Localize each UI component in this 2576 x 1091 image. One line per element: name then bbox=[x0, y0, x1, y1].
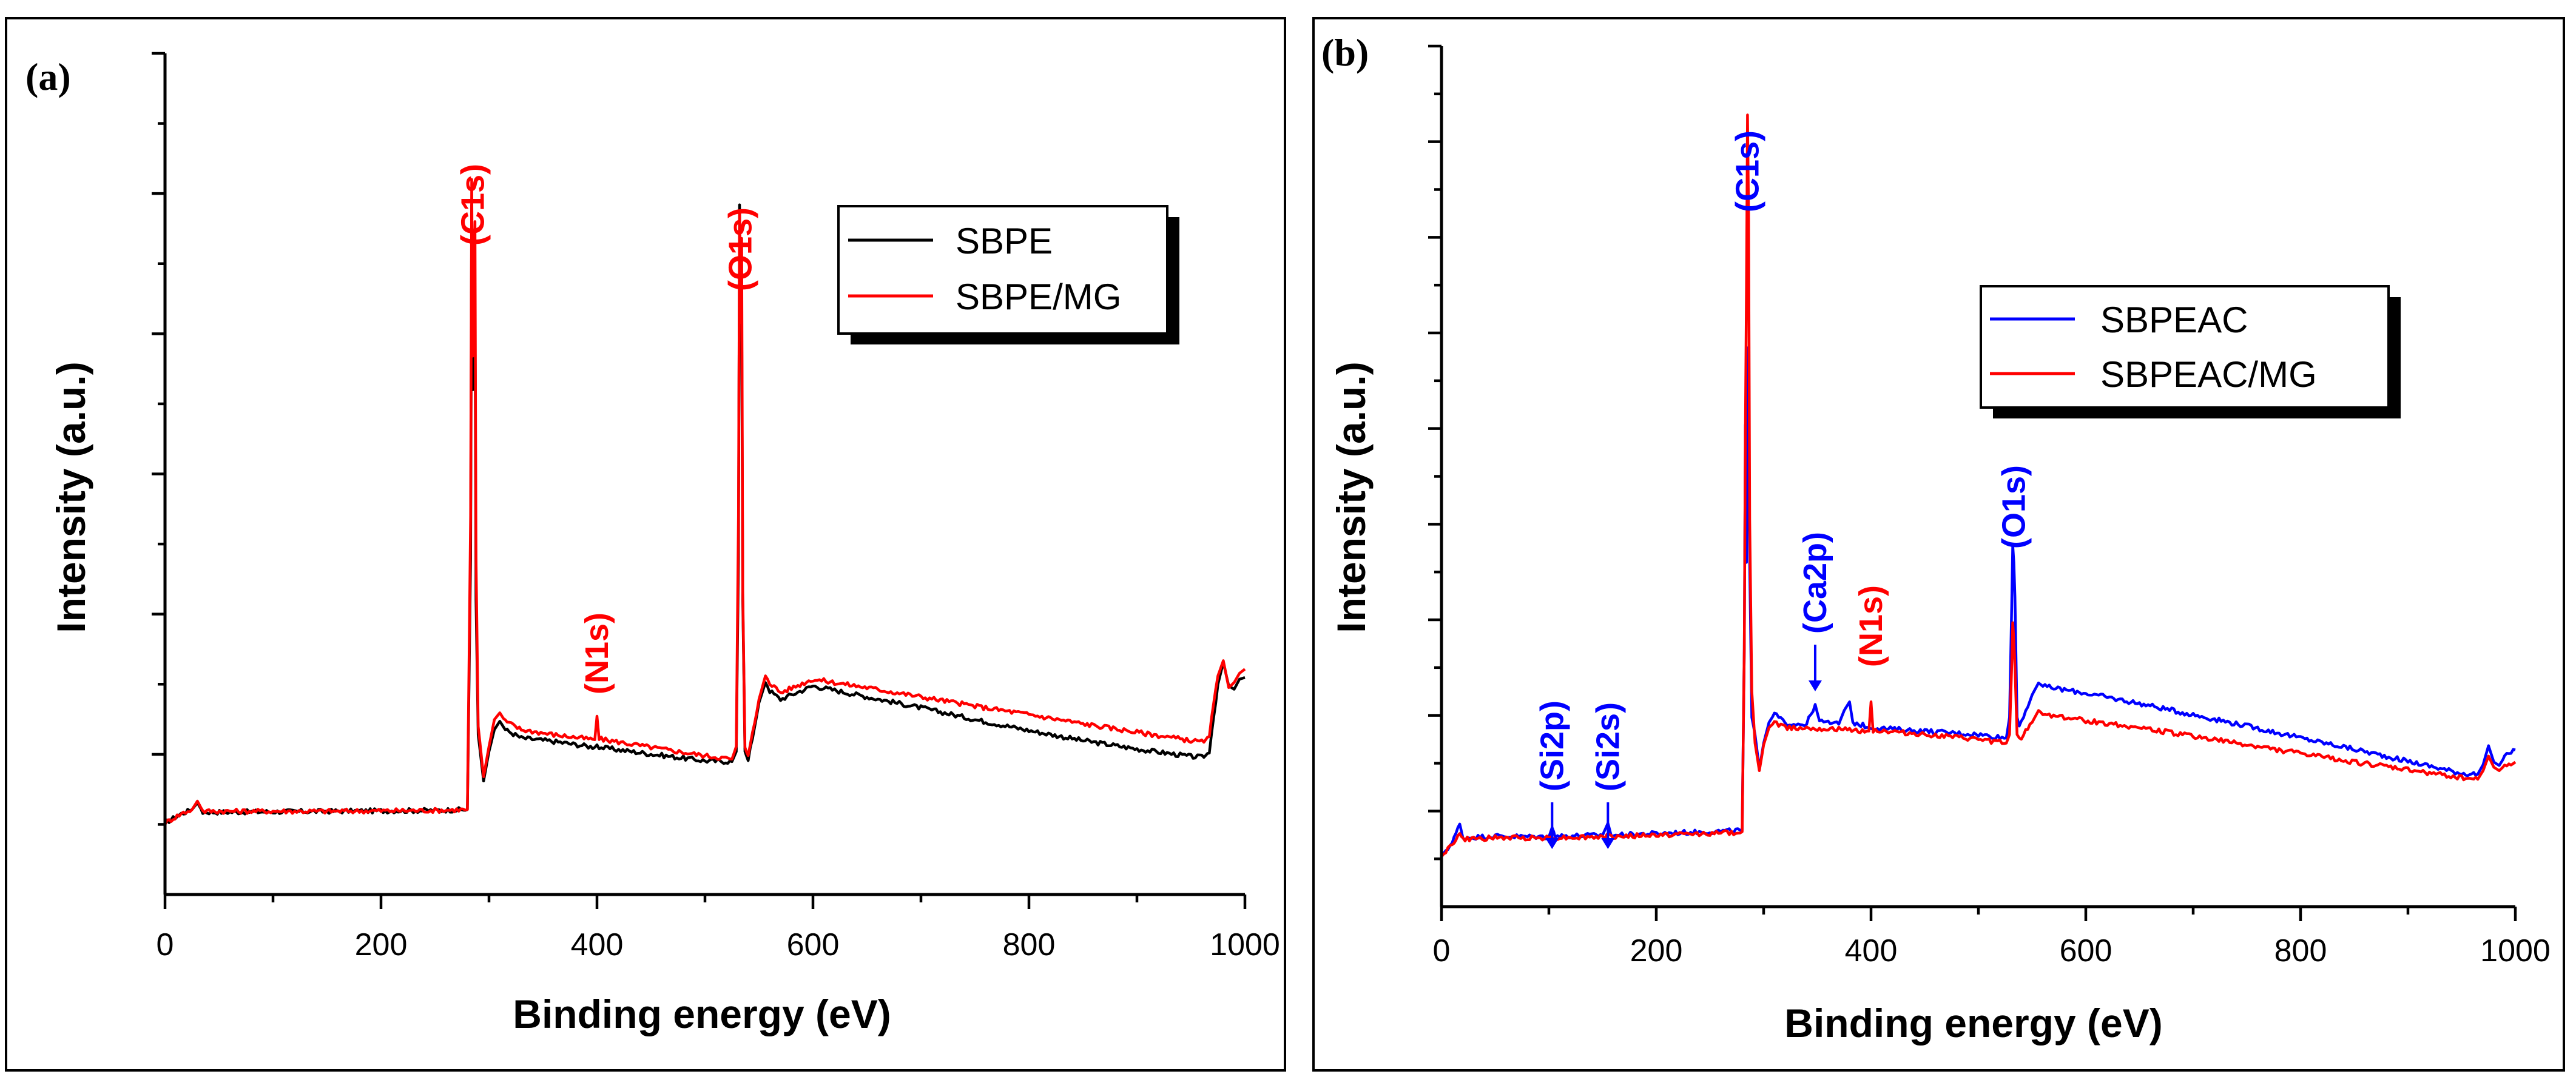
panel-b-peak-label-ca2p: (Ca2p) bbox=[1797, 532, 1833, 634]
panel-a: (a) Intensity (a.u.) Binding energy (eV)… bbox=[25, 52, 1280, 1036]
panel-a-frame bbox=[5, 17, 1286, 1072]
panel-b-x-ticks: 0 200 400 600 800 1000 bbox=[1433, 907, 2551, 968]
panel-a-x-tick-label: 200 bbox=[355, 927, 408, 962]
panel-a-x-ticks: 0 200 400 600 800 1000 bbox=[157, 895, 1280, 962]
panel-b-legend-label-sbpeac: SBPEAC bbox=[2100, 300, 2248, 340]
panel-b-x-axis-title: Binding energy (eV) bbox=[1784, 1001, 2162, 1046]
panel-a-annotations: (C1s) (N1s) (O1s) bbox=[454, 164, 758, 694]
panel-b-legend: SBPEAC SBPEAC/MG bbox=[1980, 285, 2401, 418]
panel-b-peak-label-c1s: (C1s) bbox=[1729, 130, 1765, 212]
panel-a-legend-box bbox=[837, 205, 1168, 335]
panel-a-x-tick-label: 800 bbox=[1003, 927, 1056, 962]
panel-a-x-tick-label: 0 bbox=[157, 927, 174, 962]
panel-b-legend-box bbox=[1980, 285, 2390, 409]
panel-b-arrowhead-ca2p bbox=[1808, 680, 1822, 691]
panel-a-legend-label-sbpe-mg: SBPE/MG bbox=[956, 277, 1121, 317]
panel-b-series-sbpeac-mg bbox=[1440, 113, 2517, 858]
panel-b-x-tick-label: 1000 bbox=[2480, 933, 2551, 968]
panel-a-peak-label-n1s: (N1s) bbox=[579, 613, 615, 694]
panel-b-x-tick-label: 200 bbox=[1630, 933, 1683, 968]
panel-b-x-tick-label: 600 bbox=[2060, 933, 2112, 968]
panel-a-series-group bbox=[163, 178, 1246, 825]
panel-b-series-group bbox=[1440, 113, 2517, 858]
panel-a-peak-label-c1s: (C1s) bbox=[454, 164, 491, 246]
panel-a-legend: SBPE SBPE/MG bbox=[837, 205, 1179, 344]
panel-b-arrowhead-si2p bbox=[1545, 838, 1559, 849]
panel-b-peak-label-si2p: (Si2p) bbox=[1534, 700, 1570, 791]
panel-b-frame bbox=[1312, 17, 2565, 1072]
panel-a-label: (a) bbox=[25, 55, 71, 98]
panel-b-axes bbox=[1428, 44, 2515, 908]
panel-a-peak-label-o1s: (O1s) bbox=[723, 207, 759, 291]
panel-a-x-axis-title: Binding energy (eV) bbox=[513, 992, 891, 1036]
panel-b-peak-label-si2s: (Si2s) bbox=[1590, 702, 1626, 791]
panel-b-arrowhead-si2s bbox=[1601, 838, 1615, 849]
panel-b-annotations: (Si2p) (Si2s) (C1s) (Ca2p) (N1s) (O1s) bbox=[1534, 130, 2032, 849]
panel-b-x-tick-label: 400 bbox=[1845, 933, 1898, 968]
panel-a-y-axis-title: Intensity (a.u.) bbox=[49, 361, 93, 633]
panel-b-x-tick-label: 0 bbox=[1433, 933, 1451, 968]
panel-b-x-tick-label: 800 bbox=[2274, 933, 2327, 968]
panel-b-legend-label-sbpeac-mg: SBPEAC/MG bbox=[2100, 354, 2317, 395]
panel-b-peak-label-n1s: (N1s) bbox=[1853, 585, 1889, 667]
panel-b-y-axis-title: Intensity (a.u.) bbox=[1329, 361, 1374, 633]
panel-a-legend-label-sbpe: SBPE bbox=[956, 221, 1053, 261]
panel-b-label: (b) bbox=[1321, 31, 1369, 74]
panel-a-axes bbox=[152, 52, 1245, 896]
panel-a-x-tick-label: 1000 bbox=[1210, 927, 1280, 962]
panel-a-x-tick-label: 400 bbox=[571, 927, 624, 962]
panel-a-series-sbpe-mg bbox=[163, 178, 1246, 825]
panel-b-peak-label-o1s: (O1s) bbox=[1995, 465, 2032, 549]
panel-a-x-tick-label: 600 bbox=[787, 927, 840, 962]
panel-b: (b) Intensity (a.u.) Binding energy (eV)… bbox=[1321, 31, 2551, 1046]
